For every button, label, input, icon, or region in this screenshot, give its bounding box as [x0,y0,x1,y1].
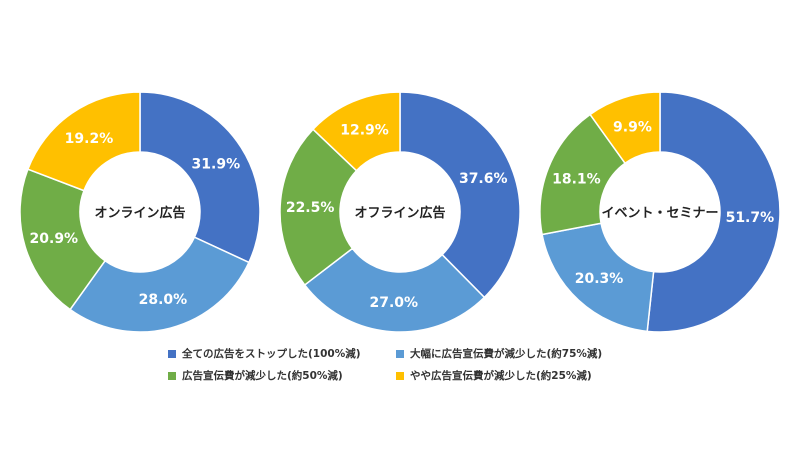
slice-online-slight-reduce [26,91,141,192]
data-label-offline-slight-reduce: 12.9% [340,122,389,138]
donut-event: 51.7% 20.3% 18.1% 9.9% イベント・セミナー [539,91,781,333]
legend-item-full-stop: 全ての広告をストップした(100%減) [168,346,396,361]
data-label-online-full-stop: 31.9% [192,157,241,173]
data-label-offline-reduced-50: 22.5% [286,200,335,216]
legend-label-slight-reduce: やや広告宣伝費が減少した(約25%減) [410,370,592,382]
legend-label-reduced-50: 広告宣伝費が減少した(約50%減) [182,370,343,382]
data-label-offline-full-stop: 37.6% [459,171,508,187]
data-label-event-large-reduce: 20.3% [575,271,624,287]
slice-online-reduced-50 [19,168,107,311]
donut-title-offline: オフライン広告 [354,205,445,221]
slice-offline-slight-reduce [311,91,401,172]
slice-offline-large-reduce [303,247,486,333]
data-label-online-large-reduce: 28.0% [139,292,188,308]
slice-offline-reduced-50 [279,128,358,287]
slice-event-slight-reduce [589,91,661,165]
legend-swatch-reduced-50 [168,371,176,380]
slice-online-large-reduce [69,236,250,333]
slice-event-large-reduce [541,222,655,333]
slice-online-full-stop [139,91,261,264]
slice-offline-full-stop [399,91,521,299]
donut-online: 31.9% 28.0% 20.9% 19.2% オンライン広告 [19,91,261,333]
data-label-offline-large-reduce: 27.0% [369,295,418,311]
legend-item-slight-reduce: やや広告宣伝費が減少した(約25%減) [396,368,638,383]
legend-swatch-slight-reduce [396,371,404,380]
data-label-event-reduced-50: 18.1% [552,172,601,188]
donut-offline: 37.6% 27.0% 22.5% 12.9% オフライン広告 [279,91,521,333]
data-label-event-full-stop: 51.7% [726,210,775,226]
legend-item-reduced-50: 広告宣伝費が減少した(約50%減) [168,368,396,383]
legend-swatch-full-stop [168,349,176,358]
donut-title-event: イベント・セミナー [601,206,718,221]
data-label-event-slight-reduce: 9.9% [613,119,652,135]
legend-label-large-reduce: 大幅に広告宣伝費が減少した(約75%減) [410,348,603,360]
data-label-online-slight-reduce: 19.2% [65,131,114,147]
legend-item-large-reduce: 大幅に広告宣伝費が減少した(約75%減) [396,346,638,361]
donut-title-online: オンライン広告 [94,205,185,221]
legend-label-full-stop: 全ての広告をストップした(100%減) [182,348,361,360]
slice-event-full-stop [646,91,781,333]
data-label-online-reduced-50: 20.9% [30,231,79,247]
legend-swatch-large-reduce [396,349,404,358]
legend: 全ての広告をストップした(100%減) 大幅に広告宣伝費が減少した(約75%減)… [168,346,638,383]
